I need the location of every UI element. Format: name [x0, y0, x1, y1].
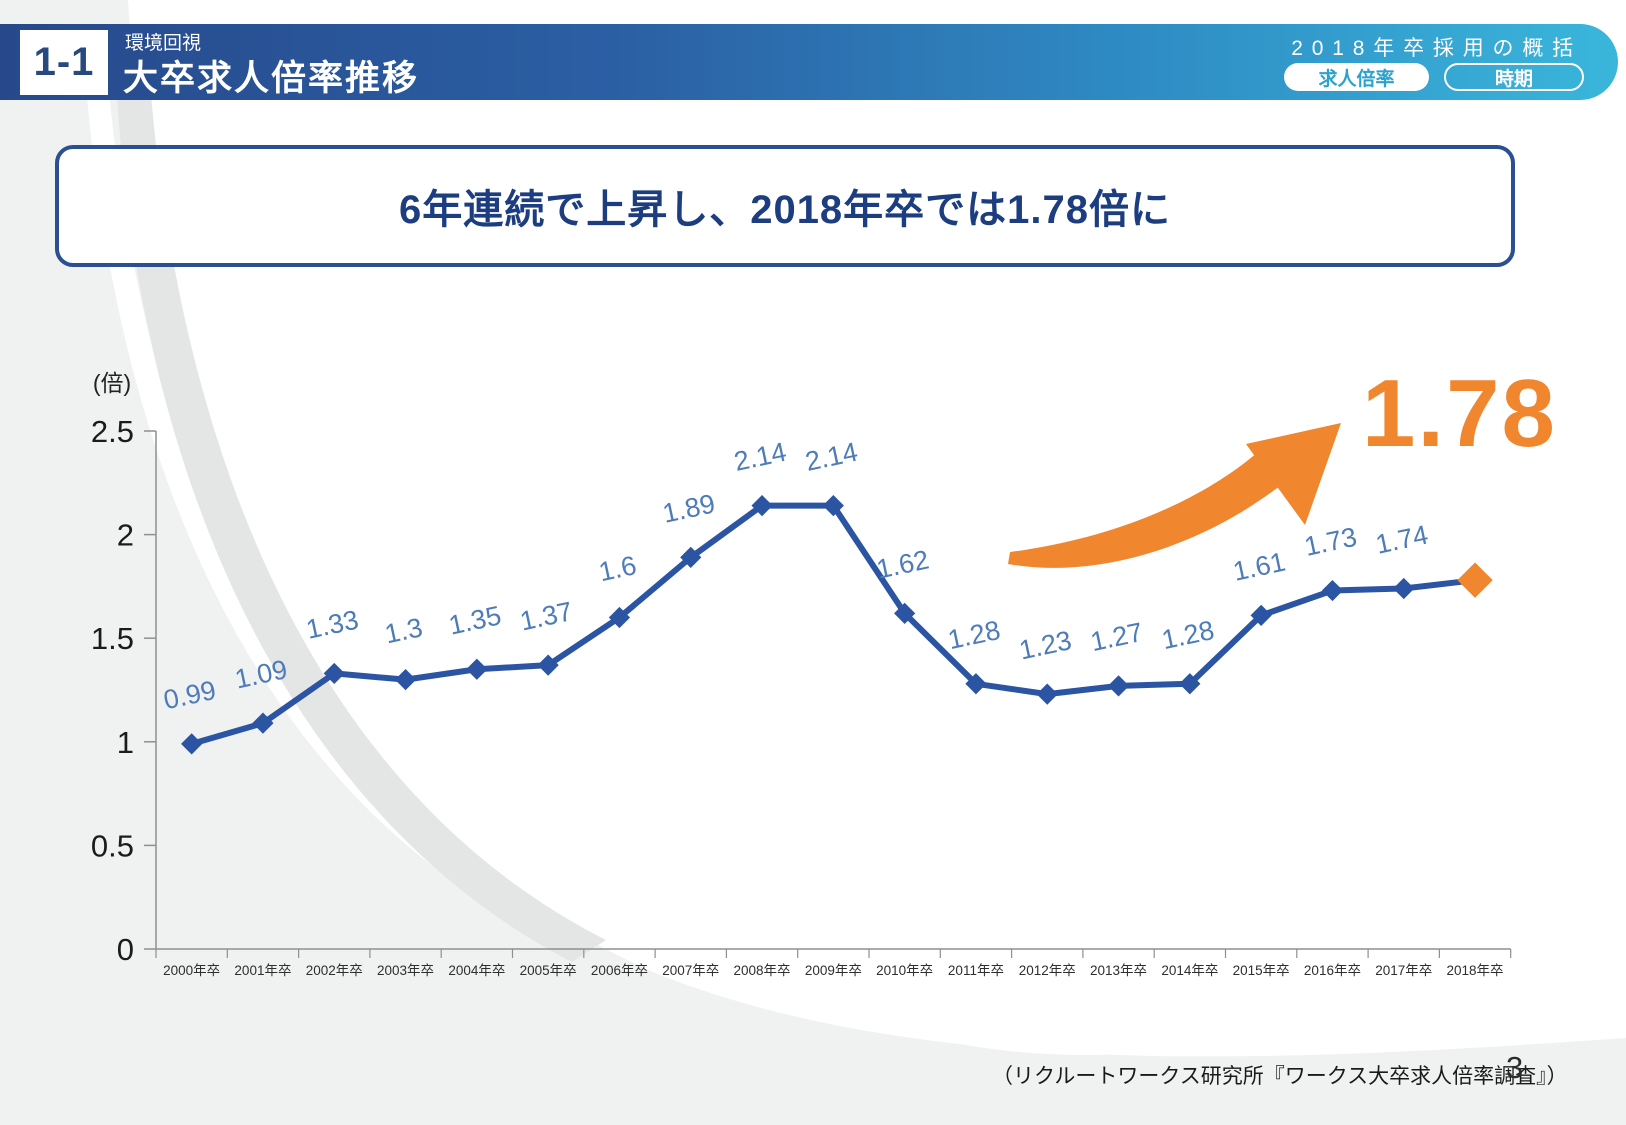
page-number: 3 [1506, 1050, 1524, 1085]
section-badge: 1-1 [20, 30, 108, 95]
x-axis-label: 2009年卒 [805, 963, 862, 978]
data-point [537, 654, 559, 676]
x-axis-label: 2016年卒 [1304, 963, 1361, 978]
y-tick-label: 0 [117, 932, 134, 967]
headline-text: 6年連続で上昇し、2018年卒では1.78倍に [398, 188, 1172, 232]
x-axis-label: 2000年卒 [163, 963, 220, 978]
x-axis-label: 2003年卒 [377, 963, 434, 978]
header-bar: 1-1 環境回視 大卒求人倍率推移 2018年卒採用の概括 求人倍率 時期 [0, 24, 1618, 100]
trend-arrow-head [1246, 423, 1341, 525]
header-right-title: 2018年卒採用の概括 [1291, 37, 1582, 60]
x-axis-label: 2001年卒 [234, 963, 291, 978]
data-point [1321, 579, 1344, 602]
data-point [181, 733, 203, 755]
data-point [680, 546, 702, 568]
data-point [1250, 604, 1272, 627]
data-point [894, 602, 916, 624]
y-tick-label: 2.5 [91, 414, 134, 449]
data-point [394, 669, 417, 691]
x-axis-label: 2006年卒 [591, 963, 648, 978]
source-citation: （リクルートワークス研究所『ワークス大卒求人倍率調査』） [992, 1065, 1568, 1088]
y-tick-label: 2 [117, 518, 134, 553]
data-point [466, 658, 488, 680]
x-axis-label: 2017年卒 [1375, 963, 1432, 978]
header-pill-row: 求人倍率 時期 [1284, 63, 1584, 91]
data-point [1036, 683, 1058, 705]
pill-kyujin-bairitsu[interactable]: 求人倍率 [1284, 63, 1429, 91]
x-axis-label: 2018年卒 [1447, 963, 1504, 978]
x-axis-label: 2011年卒 [948, 963, 1004, 978]
highlight-value-callout: 1.78 [1362, 360, 1557, 467]
page-title: 大卒求人倍率推移 [123, 59, 420, 98]
header-subtitle: 環境回視 [125, 33, 202, 54]
trend-arrow-body [1008, 452, 1285, 568]
x-axis-label: 2012年卒 [1019, 963, 1076, 978]
pill-jiki[interactable]: 時期 [1444, 63, 1584, 91]
data-point [1179, 673, 1201, 695]
data-point-highlight [1457, 562, 1493, 598]
x-axis-label: 2002年卒 [306, 963, 363, 978]
data-point [1107, 675, 1130, 697]
headline-box: 6年連続で上昇し、2018年卒では1.78倍に [55, 145, 1515, 267]
x-axis-label: 2014年卒 [1161, 963, 1218, 978]
y-tick-label: 1 [117, 725, 134, 760]
y-tick-label: 0.5 [91, 828, 134, 863]
x-axis-label: 2013年卒 [1090, 963, 1147, 978]
x-axis-label: 2015年卒 [1233, 963, 1290, 978]
x-axis-label: 2005年卒 [520, 963, 577, 978]
data-point [965, 673, 987, 695]
swoosh-dark-band [114, 24, 606, 962]
data-point [751, 494, 773, 517]
y-tick-label: 1.5 [91, 621, 134, 656]
data-point [608, 606, 631, 629]
x-axis-label: 2010年卒 [876, 963, 933, 978]
data-point [252, 712, 274, 734]
y-axis-unit-label: (倍) [93, 370, 131, 396]
x-axis-label: 2004年卒 [448, 963, 505, 978]
x-axis-label: 2008年卒 [734, 963, 791, 978]
data-point [1393, 577, 1415, 600]
data-point [323, 662, 345, 685]
data-point [822, 494, 844, 517]
x-axis-label: 2007年卒 [662, 963, 719, 978]
swoosh-white-band [82, 24, 560, 936]
